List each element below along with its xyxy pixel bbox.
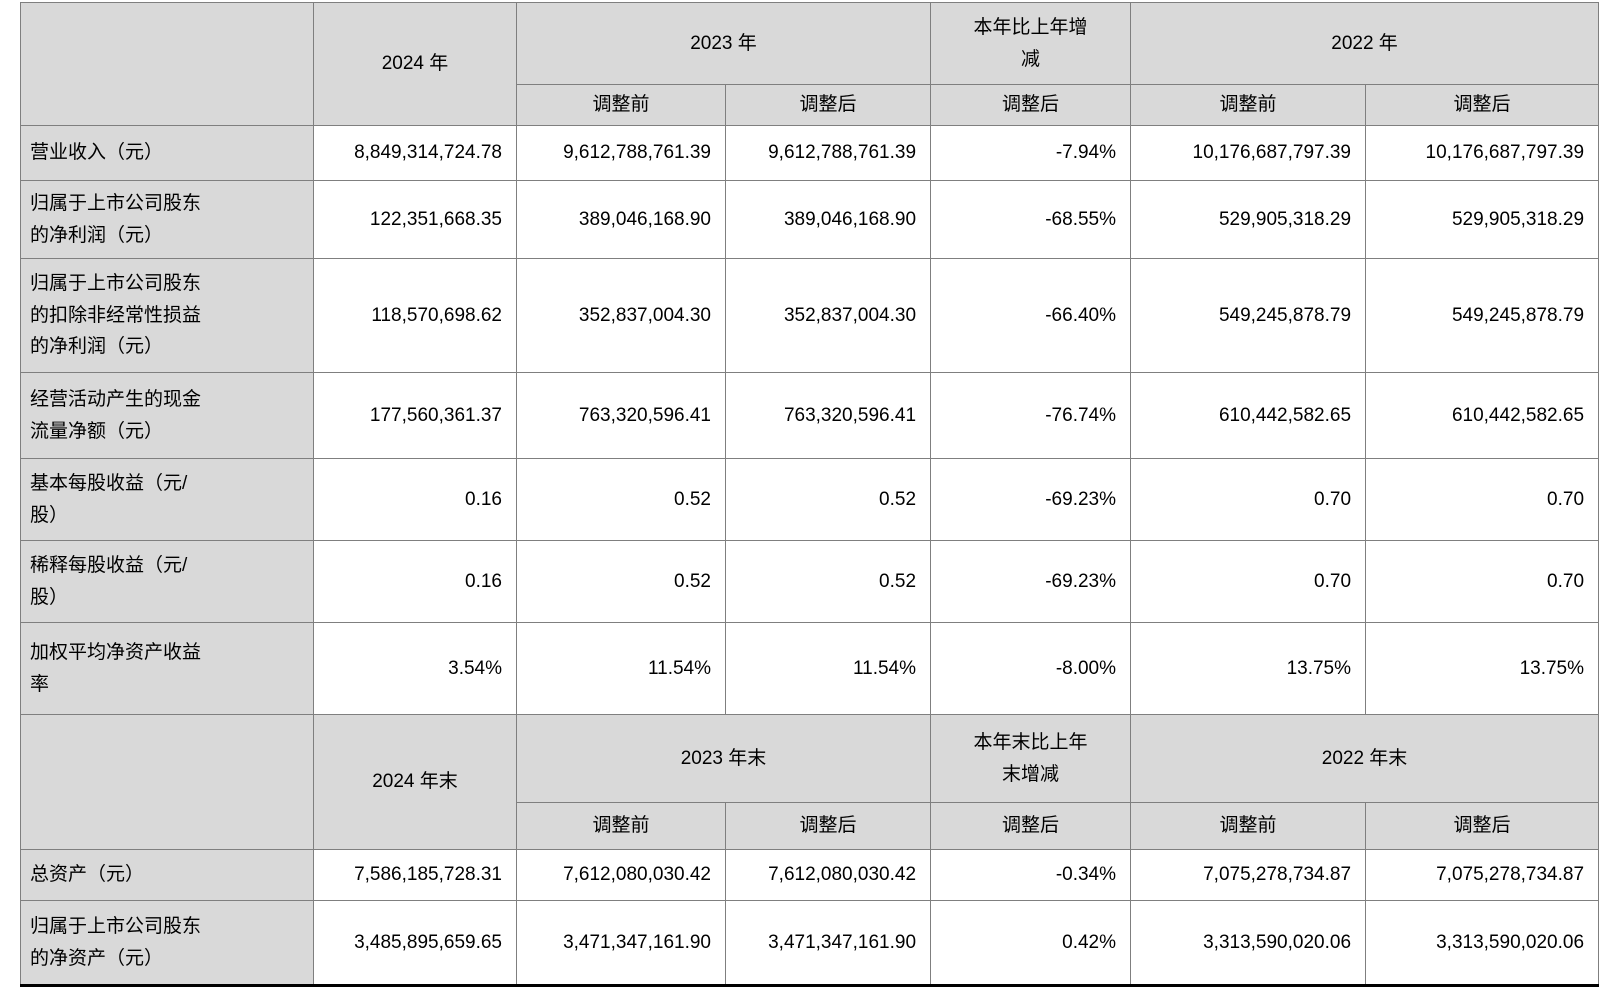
row-label: 总资产（元） <box>20 849 314 901</box>
value-cell: 529,905,318.29 <box>1130 180 1367 259</box>
header-year-prev: 2023 年末 <box>515 714 932 803</box>
table-row: 营业收入（元） 8,849,314,724.78 9,612,788,761.39 9… <box>20 125 1600 181</box>
table-row: 经营活动产生的现金 流量净额（元） 177,560,361.37 763,320,5… <box>20 372 1600 459</box>
value-cell: 13.75% <box>1365 622 1600 715</box>
table-row: 加权平均净资产收益 率 3.54% 11.54% 11.54% -8.00% 13.75%… <box>20 622 1600 715</box>
value-cell: 10,176,687,797.39 <box>1365 125 1600 181</box>
table-body: 2024 年 2023 年本年比上年增 减 2022 年调整前 调整后 调整后 调整前 调整… <box>20 2 1600 987</box>
table-row: 调整前 调整后 调整后 调整前 调整后 <box>21 84 1600 126</box>
row-label: 归属于上市公司股东 的净利润（元） <box>20 180 314 259</box>
subheader-adjust-cell: 调整前 <box>516 802 726 850</box>
value-cell: 10,176,687,797.39 <box>1130 125 1367 181</box>
value-cell: 352,837,004.30 <box>724 258 932 373</box>
value-cell: -7.94% <box>930 125 1132 181</box>
value-cell: 3,485,895,659.65 <box>313 900 517 987</box>
value-cell: 0.52 <box>724 540 932 623</box>
corner-cell <box>20 2 314 126</box>
value-cell: 13.75% <box>1130 622 1367 715</box>
table-row: 2024 年末 2023 年末 本年末比上年 末增减 2022 年末 <box>20 714 1600 850</box>
value-cell: -0.34% <box>930 849 1132 901</box>
value-cell: 3,471,347,161.90 <box>724 900 932 987</box>
value-cell: 8,849,314,724.78 <box>313 125 517 181</box>
value-cell: 763,320,596.41 <box>516 372 726 459</box>
corner-cell <box>20 714 314 850</box>
value-cell: -8.00% <box>930 622 1132 715</box>
table-row: 总资产（元） 7,586,185,728.31 7,612,080,030.42 7,… <box>20 849 1600 901</box>
header-year-prev: 2023 年 <box>515 2 932 85</box>
value-cell: 3,471,347,161.90 <box>516 900 726 987</box>
header-year-prev2: 2022 年 <box>1130 2 1600 85</box>
subheader-adjust-cell: 调整后 <box>724 802 932 850</box>
value-cell: 529,905,318.29 <box>1365 180 1600 259</box>
value-cell: 3,313,590,020.06 <box>1365 900 1600 987</box>
value-cell: 122,351,668.35 <box>313 180 517 259</box>
value-cell: 3,313,590,020.06 <box>1130 900 1367 987</box>
subheader-adjust-cell: 调整前 <box>516 84 726 126</box>
subheader-adjust-cell: 调整后 <box>724 84 932 126</box>
value-cell: 11.54% <box>516 622 726 715</box>
table-row: 2024 年 2023 年本年比上年增 减 2022 年 <box>20 2 1600 126</box>
value-cell: 352,837,004.30 <box>516 258 726 373</box>
value-cell: 11.54% <box>724 622 932 715</box>
subheader-adjust-cell: 调整后 <box>1365 802 1600 850</box>
value-cell: 0.70 <box>1130 540 1367 623</box>
value-cell: 7,586,185,728.31 <box>313 849 517 901</box>
value-cell: 0.42% <box>930 900 1132 987</box>
value-cell: -69.23% <box>930 458 1132 541</box>
row-label: 稀释每股收益（元/ 股） <box>20 540 314 623</box>
value-cell: 7,075,278,734.87 <box>1365 849 1600 901</box>
value-cell: 0.16 <box>313 540 517 623</box>
header-year-prev2: 2022 年末 <box>1130 714 1600 803</box>
table-row: 调整前 调整后 调整后 调整前 调整后 <box>21 802 1600 850</box>
row-label: 基本每股收益（元/ 股） <box>20 458 314 541</box>
row-label: 经营活动产生的现金 流量净额（元） <box>20 372 314 459</box>
header-year-current: 2024 年末 <box>313 714 517 850</box>
table-row: 归属于上市公司股东 的净资产（元） 3,485,895,659.65 3,471,3… <box>20 900 1600 987</box>
value-cell: 118,570,698.62 <box>313 258 517 373</box>
row-label: 归属于上市公司股东 的扣除非经常性损益 的净利润（元） <box>20 258 314 373</box>
header-change: 本年末比上年 末增减 <box>930 714 1132 803</box>
table-row: 基本每股收益（元/ 股） 0.16 0.52 0.52 -69.23% 0.70 0.70 <box>20 458 1600 541</box>
value-cell: 9,612,788,761.39 <box>724 125 932 181</box>
row-label: 营业收入（元） <box>20 125 314 181</box>
value-cell: -76.74% <box>930 372 1132 459</box>
value-cell: 7,612,080,030.42 <box>516 849 726 901</box>
table-row: 归属于上市公司股东 的净利润（元） 122,351,668.35 389,046,1… <box>20 180 1600 259</box>
value-cell: -68.55% <box>930 180 1132 259</box>
value-cell: 0.52 <box>516 458 726 541</box>
value-cell: 763,320,596.41 <box>724 372 932 459</box>
subheader-adjust-cell: 调整后 <box>930 84 1132 126</box>
value-cell: 7,075,278,734.87 <box>1130 849 1367 901</box>
value-cell: 389,046,168.90 <box>724 180 932 259</box>
value-cell: 9,612,788,761.39 <box>516 125 726 181</box>
value-cell: 0.16 <box>313 458 517 541</box>
financial-summary-table: 2024 年 2023 年本年比上年增 减 2022 年调整前 调整后 调整后 调整前 调整… <box>20 2 1600 987</box>
value-cell: 0.70 <box>1365 458 1600 541</box>
value-cell: 610,442,582.65 <box>1130 372 1367 459</box>
value-cell: 177,560,361.37 <box>313 372 517 459</box>
table-row: 归属于上市公司股东 的扣除非经常性损益 的净利润（元） 118,570,698.6… <box>20 258 1600 373</box>
value-cell: -66.40% <box>930 258 1132 373</box>
table-row: 稀释每股收益（元/ 股） 0.16 0.52 0.52 -69.23% 0.70 0.70 <box>20 540 1600 623</box>
value-cell: 0.70 <box>1130 458 1367 541</box>
header-year-current: 2024 年 <box>313 2 517 126</box>
value-cell: 0.70 <box>1365 540 1600 623</box>
header-change: 本年比上年增 减 <box>930 2 1132 85</box>
value-cell: 610,442,582.65 <box>1365 372 1600 459</box>
row-label: 加权平均净资产收益 率 <box>20 622 314 715</box>
value-cell: 549,245,878.79 <box>1365 258 1600 373</box>
value-cell: 3.54% <box>313 622 517 715</box>
value-cell: 549,245,878.79 <box>1130 258 1367 373</box>
subheader-adjust-cell: 调整后 <box>930 802 1132 850</box>
value-cell: 389,046,168.90 <box>516 180 726 259</box>
row-label: 归属于上市公司股东 的净资产（元） <box>20 900 314 987</box>
value-cell: 0.52 <box>724 458 932 541</box>
subheader-adjust-cell: 调整前 <box>1130 802 1367 850</box>
value-cell: 7,612,080,030.42 <box>724 849 932 901</box>
subheader-adjust-cell: 调整前 <box>1130 84 1367 126</box>
value-cell: -69.23% <box>930 540 1132 623</box>
value-cell: 0.52 <box>516 540 726 623</box>
subheader-adjust-cell: 调整后 <box>1365 84 1600 126</box>
